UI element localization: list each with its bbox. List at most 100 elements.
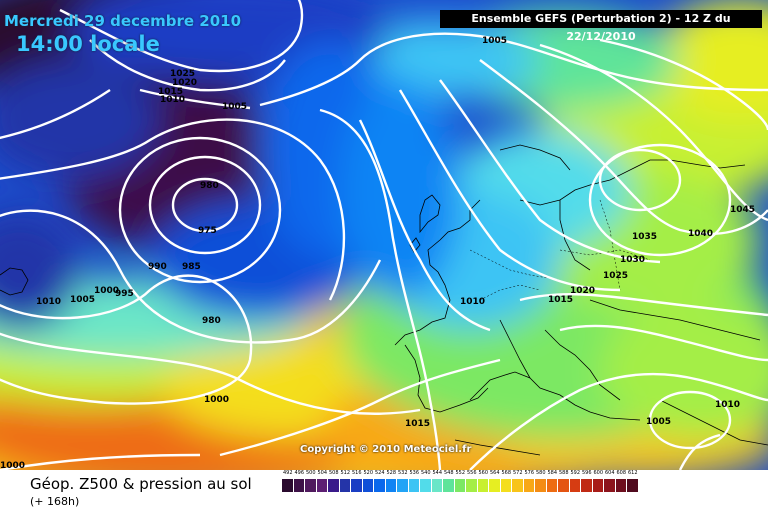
scale-label: 528 xyxy=(386,470,398,476)
scale-label: 540 xyxy=(420,470,432,476)
isobar-label: 1010 xyxy=(36,298,61,307)
isobar-label: 1005 xyxy=(646,418,671,427)
color-scale: 492 496 500 504 508 512 516 520 524 528 532 536 540 5… xyxy=(282,479,639,501)
scale-swatch xyxy=(535,479,547,492)
scale-cell: 524 xyxy=(374,479,386,501)
scale-label: 536 xyxy=(409,470,421,476)
scale-label: 584 xyxy=(547,470,559,476)
scale-label: 524 xyxy=(374,470,386,476)
scale-cell: 568 xyxy=(501,479,513,501)
scale-swatch xyxy=(420,479,432,492)
isobar-label: 1005 xyxy=(222,103,247,112)
scale-cell: 560 xyxy=(478,479,490,501)
scale-swatch xyxy=(627,479,639,492)
scale-swatch xyxy=(581,479,593,492)
scale-swatch xyxy=(282,479,294,492)
scale-swatch xyxy=(558,479,570,492)
scale-swatch xyxy=(570,479,582,492)
isobar-label: 975 xyxy=(198,227,217,236)
scale-swatch xyxy=(374,479,386,492)
scale-cell: 596 xyxy=(581,479,593,501)
scale-cell: 612 xyxy=(627,479,639,501)
scale-swatch xyxy=(363,479,375,492)
isobar-label: 1005 xyxy=(482,37,507,46)
forecast-date: Mercredi 29 decembre 2010 xyxy=(4,12,241,30)
scale-label: 588 xyxy=(558,470,570,476)
scale-cell: 504 xyxy=(317,479,329,501)
isobar-label: 985 xyxy=(182,263,201,272)
scale-swatch xyxy=(489,479,501,492)
scale-swatch xyxy=(351,479,363,492)
isobar-label: 980 xyxy=(202,317,221,326)
scale-label: 572 xyxy=(512,470,524,476)
scale-swatch xyxy=(317,479,329,492)
scale-label: 556 xyxy=(466,470,478,476)
isobar-label: 1030 xyxy=(620,256,645,265)
scale-label: 520 xyxy=(363,470,375,476)
isobar-label: 980 xyxy=(200,182,219,191)
scale-cell: 492 xyxy=(282,479,294,501)
isobar-label: 990 xyxy=(148,263,167,272)
forecast-time: 14:00 locale xyxy=(16,32,160,56)
scale-swatch xyxy=(294,479,306,492)
scale-cell: 516 xyxy=(351,479,363,501)
scale-label: 508 xyxy=(328,470,340,476)
isobar-label: 1025 xyxy=(603,272,628,281)
isobar-label: 1000 xyxy=(204,396,229,405)
scale-swatch xyxy=(604,479,616,492)
scale-swatch xyxy=(501,479,513,492)
scale-label: 496 xyxy=(294,470,306,476)
scale-label: 612 xyxy=(627,470,639,476)
scale-cell: 576 xyxy=(524,479,536,501)
scale-cell: 520 xyxy=(363,479,375,501)
scale-label: 600 xyxy=(593,470,605,476)
scale-label: 516 xyxy=(351,470,363,476)
scale-swatch xyxy=(443,479,455,492)
isobar-label: 1015 xyxy=(548,296,573,305)
isobar-label: 1010 xyxy=(460,298,485,307)
scale-cell: 580 xyxy=(535,479,547,501)
scale-label: 532 xyxy=(397,470,409,476)
scale-label: 604 xyxy=(604,470,616,476)
scale-label: 512 xyxy=(340,470,352,476)
scale-label: 592 xyxy=(570,470,582,476)
scale-cell: 608 xyxy=(616,479,628,501)
scale-cell: 536 xyxy=(409,479,421,501)
scale-cell: 496 xyxy=(294,479,306,501)
scale-swatch xyxy=(524,479,536,492)
scale-label: 500 xyxy=(305,470,317,476)
scale-label: 580 xyxy=(535,470,547,476)
scale-cell: 588 xyxy=(558,479,570,501)
scale-label: 504 xyxy=(317,470,329,476)
isobar-label: 1035 xyxy=(632,233,657,242)
scale-cell: 532 xyxy=(397,479,409,501)
scale-swatch xyxy=(432,479,444,492)
scale-cell: 572 xyxy=(512,479,524,501)
scale-swatch xyxy=(328,479,340,492)
scale-cell: 604 xyxy=(604,479,616,501)
scale-cell: 600 xyxy=(593,479,605,501)
scale-label: 492 xyxy=(282,470,294,476)
scale-swatch xyxy=(455,479,467,492)
scale-label: 564 xyxy=(489,470,501,476)
scale-label: 596 xyxy=(581,470,593,476)
scale-swatch xyxy=(386,479,398,492)
scale-swatch xyxy=(512,479,524,492)
scale-swatch xyxy=(466,479,478,492)
isobar-label: 1020 xyxy=(570,287,595,296)
scale-cell: 500 xyxy=(305,479,317,501)
isobar-label: 995 xyxy=(115,290,134,299)
run-info-banner: Ensemble GEFS (Perturbation 2) - 12 Z du… xyxy=(440,10,762,28)
copyright-text: Copyright © 2010 Meteociel.fr xyxy=(300,444,471,455)
isobar-label: 1015 xyxy=(405,420,430,429)
scale-label: 576 xyxy=(524,470,536,476)
scale-swatch xyxy=(478,479,490,492)
scale-cell: 540 xyxy=(420,479,432,501)
scale-label: 544 xyxy=(432,470,444,476)
scale-cell: 528 xyxy=(386,479,398,501)
scale-cell: 584 xyxy=(547,479,559,501)
scale-label: 560 xyxy=(478,470,490,476)
scale-swatch xyxy=(305,479,317,492)
isobar-label: 1045 xyxy=(730,206,755,215)
